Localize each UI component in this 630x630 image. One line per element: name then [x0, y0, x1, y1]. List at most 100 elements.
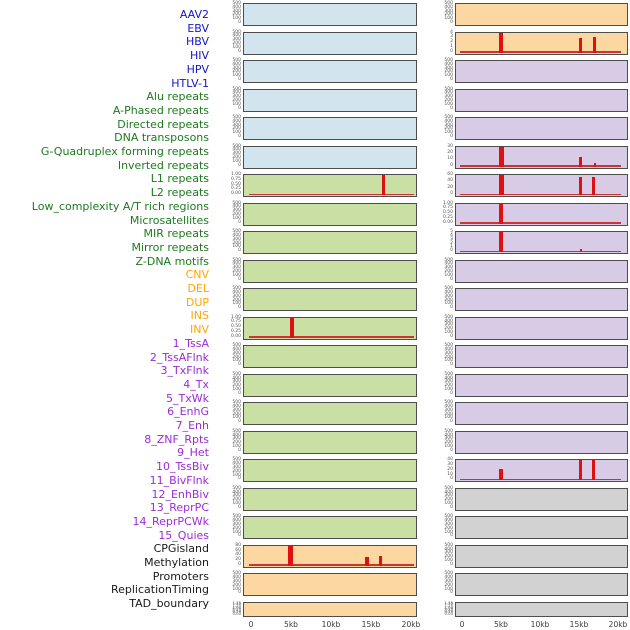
y-tick-label: 400: [444, 489, 453, 495]
y-tick-label: 0: [450, 191, 453, 197]
y-tick-label: 0.50: [442, 210, 453, 216]
y-tick-label: 500: [232, 571, 241, 577]
y-tick-label: 100: [444, 16, 453, 22]
y-tick-label: 100: [232, 586, 241, 592]
x-tick-label: 20kb: [608, 619, 628, 629]
y-tick-label: 0: [238, 162, 241, 168]
y-tick-label: 500: [232, 200, 241, 206]
y-tick-label: 0: [450, 533, 453, 539]
track-panel: [243, 516, 417, 540]
y-tick-label: 200: [232, 497, 241, 503]
y-tick-label: 400: [232, 375, 241, 381]
track-panel: [455, 145, 628, 169]
y-tick-label: 400: [232, 575, 241, 581]
track-label: 2_TssAFlnk: [149, 350, 209, 364]
track-label: Low_complexity A/T rich regions: [31, 199, 209, 213]
y-tick-label: 400: [232, 261, 241, 267]
y-tick-label: 200: [444, 97, 453, 103]
y-tick-label: 0: [450, 362, 453, 368]
track-label: HPV: [186, 62, 209, 76]
track-panel: [455, 373, 628, 397]
y-tick-label: 1.25: [444, 603, 453, 609]
y-tick-label: 100: [232, 443, 241, 449]
track-panel: [243, 231, 417, 255]
y-tick-label: 400: [444, 318, 453, 324]
y-axis-ticks: 500 400 300 200 100 0: [215, 286, 241, 311]
y-tick-label: 0.25: [230, 186, 241, 192]
y-axis-ticks: 1.75 1.50 1.25 1.00 0.75 0.50 0.25 0.00: [215, 601, 241, 617]
y-tick-label: 0: [450, 48, 453, 54]
track-panel: [243, 60, 417, 84]
y-tick-label: 400: [444, 61, 453, 67]
y-axis-ticks: 500 400 300 200 100 0: [215, 515, 241, 539]
signal-spike: [591, 460, 595, 481]
y-axis-ticks: 40 30 20 10 0: [427, 458, 453, 482]
track-label: MIR repeats: [143, 227, 209, 241]
y-tick-label: 500: [444, 86, 453, 92]
y-tick-label: 100: [232, 386, 241, 392]
y-tick-label: 100: [232, 472, 241, 478]
y-tick-label: 0.75: [444, 606, 453, 612]
y-tick-label: 300: [232, 293, 241, 299]
signal-baseline: [460, 193, 621, 196]
track-label: 5_TxWk: [166, 391, 209, 405]
signal-spike: [593, 163, 596, 167]
y-tick-label: 400: [232, 489, 241, 495]
y-tick-label: 0: [238, 248, 241, 254]
track-panel: [243, 316, 417, 340]
y-tick-label: 200: [232, 440, 241, 446]
track-label: DNA transposons: [114, 131, 209, 145]
y-tick-label: 0: [238, 219, 241, 225]
y-tick-label: 3: [450, 236, 453, 242]
signal-baseline: [249, 193, 414, 196]
y-tick-label: 400: [444, 90, 453, 96]
y-tick-label: 500: [232, 286, 241, 292]
y-tick-label: 100: [232, 501, 241, 507]
y-tick-label: 0: [450, 590, 453, 596]
y-tick-label: 0: [450, 561, 453, 567]
y-tick-label: 0: [238, 134, 241, 140]
y-tick-label: 300: [232, 350, 241, 356]
y-tick-label: 400: [232, 232, 241, 238]
track-panel: [455, 316, 628, 340]
track-panel: [455, 202, 628, 226]
y-tick-label: 2: [450, 240, 453, 246]
track-label: Methylation: [144, 556, 209, 569]
y-tick-label: 200: [232, 154, 241, 160]
y-tick-label: 500: [232, 257, 241, 263]
track-panel: [455, 231, 628, 255]
x-tick-label: 15kb: [361, 619, 381, 629]
y-tick-label: 20: [447, 184, 453, 190]
y-tick-label: 200: [232, 411, 241, 417]
signal-spike: [287, 545, 293, 566]
y-axis-ticks: 500 400 300 200 100 0: [427, 515, 453, 539]
y-tick-label: 100: [444, 272, 453, 278]
y-tick-label: 200: [444, 383, 453, 389]
y-tick-label: 200: [232, 468, 241, 474]
signal-spike: [379, 555, 383, 566]
y-axis-ticks: 500 400 300 200 100 0: [427, 1, 453, 26]
y-tick-label: 300: [232, 94, 241, 100]
y-tick-label: 20: [235, 557, 241, 563]
y-tick-label: 300: [444, 578, 453, 584]
y-axis-ticks: 1.00 0.75 0.50 0.25 0.00: [427, 201, 453, 226]
track-label: 1_TssA: [172, 336, 209, 350]
y-tick-label: 300: [444, 550, 453, 556]
y-axis-ticks: 1.00 0.75 0.50 0.25 0.00: [215, 173, 241, 197]
y-tick-label: 0.75: [232, 606, 241, 612]
y-tick-label: 100: [232, 301, 241, 307]
y-tick-label: 300: [232, 208, 241, 214]
y-tick-label: 20: [447, 149, 453, 155]
y-tick-label: 500: [232, 143, 241, 149]
y-tick-label: 500: [444, 542, 453, 548]
x-tick-label: 0: [248, 619, 254, 629]
y-tick-label: 0: [450, 447, 453, 453]
y-tick-label: 500: [444, 485, 453, 491]
y-tick-label: 0: [238, 390, 241, 396]
track-panel: [455, 3, 628, 26]
y-tick-label: 0.00: [232, 610, 241, 616]
y-tick-label: 0.00: [444, 610, 453, 616]
y-tick-label: 400: [444, 432, 453, 438]
track-label: Alu repeats: [146, 90, 209, 104]
track-panel: [455, 288, 628, 312]
